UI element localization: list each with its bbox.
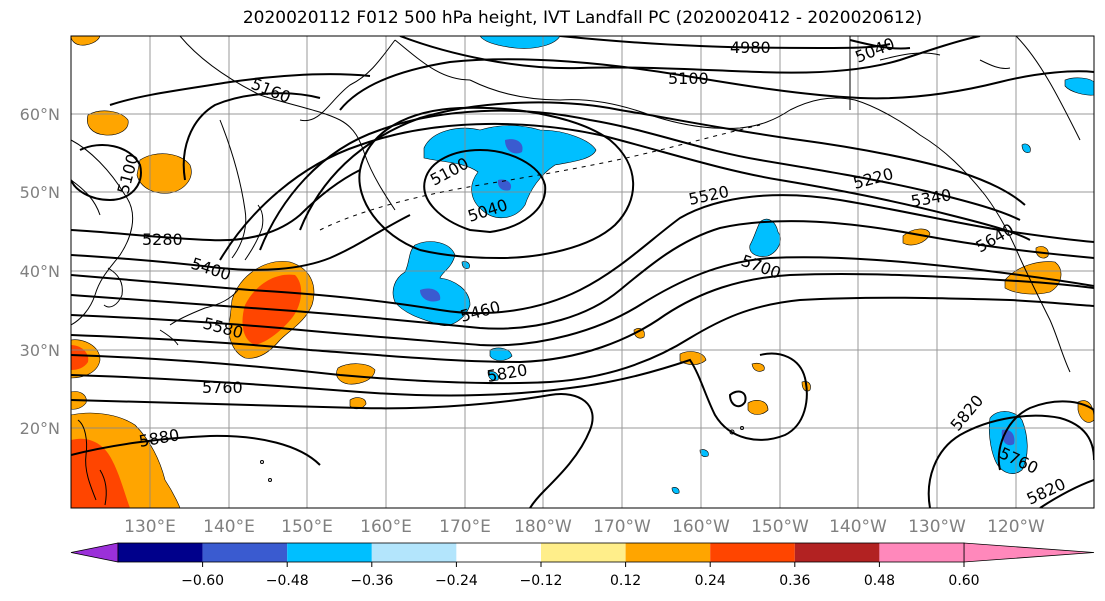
lon-label: 140°E bbox=[203, 517, 255, 537]
contour-label: 5640 bbox=[973, 220, 1018, 257]
colorbar-tick-label: −0.36 bbox=[350, 573, 393, 589]
colorbar-tick-label: 0.36 bbox=[779, 573, 810, 589]
lat-label: 30°N bbox=[20, 341, 60, 360]
colorbar-segment bbox=[456, 543, 541, 562]
colorbar-ticks bbox=[202, 562, 965, 567]
map-title: 2020020112 F012 500 hPa height, IVT Land… bbox=[242, 8, 923, 28]
lon-label: 130°E bbox=[124, 517, 176, 537]
map-frame bbox=[70, 35, 1095, 509]
contour-label: 5040 bbox=[465, 195, 510, 226]
colorbar-tick-label: 0.24 bbox=[695, 573, 726, 589]
lat-label: 60°N bbox=[20, 105, 60, 124]
colorbar-tick-label: −0.60 bbox=[181, 573, 224, 589]
lon-label: 130°W bbox=[908, 517, 966, 537]
lon-label: 160°E bbox=[360, 517, 412, 537]
lon-label: 120°W bbox=[987, 517, 1045, 537]
negative-ivt-shading bbox=[392, 36, 1094, 494]
colorbar-segment bbox=[118, 543, 203, 562]
lon-label: 170°E bbox=[439, 517, 491, 537]
colorbar: −0.60 −0.48 −0.36 −0.24 −0.12 0.12 0.24 … bbox=[70, 542, 1095, 589]
contour-label: 5880 bbox=[137, 425, 180, 451]
colorbar-arrow-right bbox=[963, 542, 1095, 563]
lat-label: 40°N bbox=[20, 262, 60, 281]
contour-label: 5160 bbox=[249, 74, 294, 107]
colorbar-tick-label: 0.48 bbox=[864, 573, 895, 589]
colorbar-tick-label: 0.12 bbox=[610, 573, 641, 589]
colorbar-tick-labels: −0.60 −0.48 −0.36 −0.24 −0.12 0.12 0.24 … bbox=[181, 573, 979, 589]
lon-label: 150°W bbox=[751, 517, 809, 537]
lon-label: 180°W bbox=[514, 517, 572, 537]
height-contours bbox=[71, 36, 1094, 508]
lon-label: 170°W bbox=[593, 517, 651, 537]
colorbar-segment bbox=[710, 543, 795, 562]
colorbar-arrow-left bbox=[70, 542, 119, 563]
colorbar-tick-label: −0.24 bbox=[435, 573, 478, 589]
lon-label: 140°W bbox=[829, 517, 887, 537]
lon-label: 160°W bbox=[672, 517, 730, 537]
lat-label: 20°N bbox=[20, 419, 60, 438]
lon-label: 150°E bbox=[281, 517, 333, 537]
longitude-labels: 130°E 140°E 150°E 160°E 170°E 180°W 170°… bbox=[124, 517, 1045, 537]
colorbar-tick-label: −0.48 bbox=[266, 573, 309, 589]
contour-label: 4980 bbox=[730, 38, 771, 57]
colorbar-segment bbox=[541, 543, 626, 562]
latitude-labels: 60°N 50°N 40°N 30°N 20°N bbox=[20, 105, 60, 438]
contour-label: 5100 bbox=[668, 69, 709, 88]
colorbar-segment bbox=[794, 543, 880, 562]
contour-label: 5520 bbox=[687, 182, 731, 209]
contour-label: 5760 bbox=[202, 378, 243, 397]
colorbar-segment bbox=[287, 543, 372, 562]
colorbar-segment bbox=[371, 543, 457, 562]
colorbar-tick-label: −0.12 bbox=[520, 573, 563, 589]
contour-label: 5280 bbox=[142, 230, 183, 249]
colorbar-tick-label: 0.60 bbox=[948, 573, 979, 589]
colorbar-segment bbox=[625, 543, 711, 562]
lat-label: 50°N bbox=[20, 183, 60, 202]
contour-label: 5400 bbox=[189, 254, 234, 285]
colorbar-segment bbox=[202, 543, 288, 562]
colorbar-segment bbox=[879, 543, 964, 562]
